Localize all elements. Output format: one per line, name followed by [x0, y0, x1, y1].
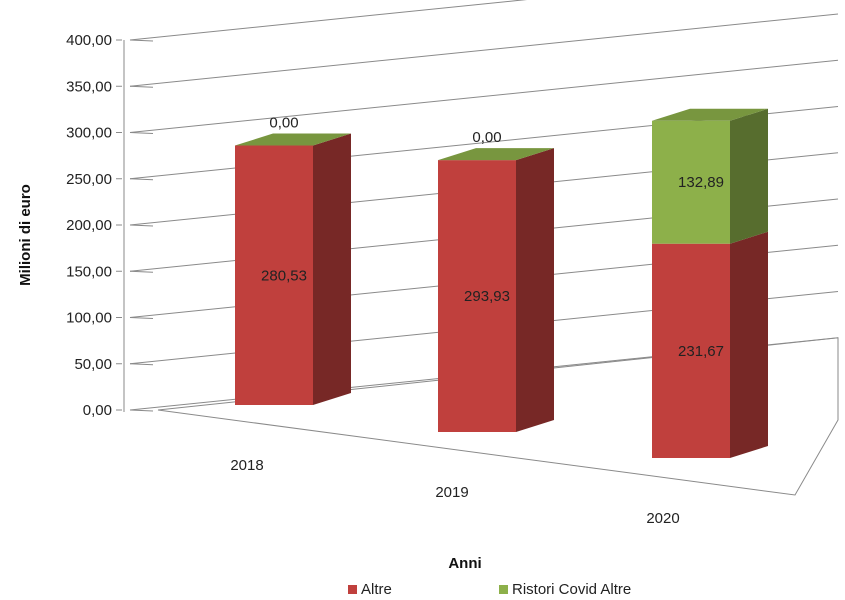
y-axis-title: Milioni di euro [17, 184, 34, 286]
bar-ristori-covid-altre-2020 [652, 120, 730, 244]
gridline-350 [129, 13, 839, 87]
x-tick-label: 2020 [646, 510, 679, 527]
y-tick-label: 50,00 [74, 356, 112, 373]
bar-side-altre-2020 [730, 231, 768, 458]
side-gridline-50 [129, 363, 154, 366]
side-gridline-350 [129, 85, 154, 88]
bar-top-2018 [235, 133, 351, 146]
y-tick-label: 150,00 [66, 263, 112, 280]
data-label: 0,00 [269, 115, 298, 132]
data-label: 293,93 [464, 288, 510, 305]
floor-outline [157, 337, 839, 496]
axis-layer: 0,00 50,00 100,00 150,00 200,00 250,00 300,00 3… [66, 32, 839, 527]
y-tick-label: 0,00 [83, 402, 112, 419]
bar-side-altre-2018 [313, 133, 351, 405]
y-tick-label: 400,00 [66, 32, 112, 49]
side-gridline-200 [129, 224, 154, 227]
bar-altre-2019 [438, 160, 516, 432]
side-gridline-0 [129, 409, 154, 412]
bar-top-2019 [438, 148, 554, 161]
bar-top-2020 [652, 108, 768, 121]
side-gridline-150 [129, 270, 154, 273]
data-label: 0,00 [472, 129, 501, 146]
side-gridline-300 [129, 132, 154, 134]
gridline-300 [129, 59, 839, 133]
legend-label-altre: Altre [361, 581, 392, 598]
label-layer: 280,53 0,00 293,93 0,00 231,67 132,89 [261, 115, 724, 360]
bar-altre-2018 [235, 145, 313, 405]
legend-label-ristori-covid-altre: Ristori Covid Altre [512, 581, 631, 598]
legend-swatch-altre [348, 585, 357, 594]
bar-side-ristori-covid-altre-2020 [730, 108, 768, 244]
legend: Altre Ristori Covid Altre [348, 581, 631, 598]
y-tick-label: 200,00 [66, 217, 112, 234]
side-gridline-100 [129, 317, 154, 319]
y-tick-label: 250,00 [66, 171, 112, 188]
y-tick-label: 100,00 [66, 310, 112, 327]
x-tick-label: 2019 [435, 484, 468, 501]
side-gridline-400 [129, 39, 154, 42]
y-tick-label: 300,00 [66, 125, 112, 142]
x-axis-title: Anni [448, 555, 481, 572]
legend-swatch-ristori-covid-altre [499, 585, 508, 594]
bar-side-altre-2019 [516, 148, 554, 432]
bar-altre-2020 [652, 243, 730, 458]
bar-layer [235, 108, 768, 458]
y-tick-label: 350,00 [66, 78, 112, 95]
data-label: 231,67 [678, 343, 724, 360]
gridline-400 [129, 0, 528, 41]
data-label: 132,89 [678, 174, 724, 191]
side-gridline-250 [129, 178, 154, 181]
data-label: 280,53 [261, 267, 307, 284]
x-tick-label: 2018 [230, 457, 263, 474]
